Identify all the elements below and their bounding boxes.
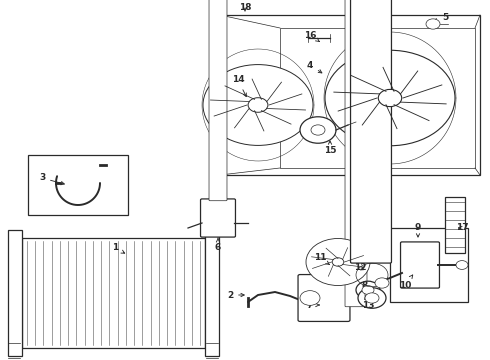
Circle shape xyxy=(203,64,313,145)
Circle shape xyxy=(311,125,325,135)
Circle shape xyxy=(325,50,455,146)
FancyBboxPatch shape xyxy=(445,197,465,253)
Circle shape xyxy=(332,258,344,266)
Circle shape xyxy=(362,285,374,294)
Text: 15: 15 xyxy=(324,141,336,154)
Text: 11: 11 xyxy=(314,253,329,265)
FancyBboxPatch shape xyxy=(350,0,392,263)
Text: 12: 12 xyxy=(354,264,366,273)
Text: 14: 14 xyxy=(232,76,246,96)
Circle shape xyxy=(375,278,389,288)
FancyBboxPatch shape xyxy=(209,0,227,201)
FancyBboxPatch shape xyxy=(298,275,350,321)
Text: 3: 3 xyxy=(39,174,64,185)
Circle shape xyxy=(248,98,268,112)
Text: 8: 8 xyxy=(362,280,368,294)
Text: 1: 1 xyxy=(112,243,124,253)
Text: 13: 13 xyxy=(362,295,374,310)
Text: 7: 7 xyxy=(307,301,319,310)
Text: 4: 4 xyxy=(307,60,322,73)
Circle shape xyxy=(426,19,440,29)
FancyBboxPatch shape xyxy=(220,15,480,175)
FancyBboxPatch shape xyxy=(390,228,468,302)
Circle shape xyxy=(300,291,320,305)
Text: 10: 10 xyxy=(399,275,413,289)
FancyBboxPatch shape xyxy=(28,155,128,215)
FancyBboxPatch shape xyxy=(8,230,22,356)
Text: 9: 9 xyxy=(415,224,421,237)
Circle shape xyxy=(456,261,468,269)
Text: 16: 16 xyxy=(304,31,319,41)
Circle shape xyxy=(300,117,336,143)
FancyBboxPatch shape xyxy=(345,0,367,307)
FancyBboxPatch shape xyxy=(400,242,440,288)
Circle shape xyxy=(306,238,370,285)
FancyBboxPatch shape xyxy=(205,230,219,356)
Circle shape xyxy=(356,281,380,299)
Circle shape xyxy=(365,293,379,303)
Text: 2: 2 xyxy=(227,291,244,300)
Circle shape xyxy=(378,89,402,107)
FancyBboxPatch shape xyxy=(200,199,236,237)
Text: 5: 5 xyxy=(434,13,448,22)
FancyBboxPatch shape xyxy=(22,238,205,348)
Text: 17: 17 xyxy=(456,224,468,233)
Text: 18: 18 xyxy=(239,4,251,13)
Text: 6: 6 xyxy=(215,238,221,252)
Circle shape xyxy=(358,288,386,308)
